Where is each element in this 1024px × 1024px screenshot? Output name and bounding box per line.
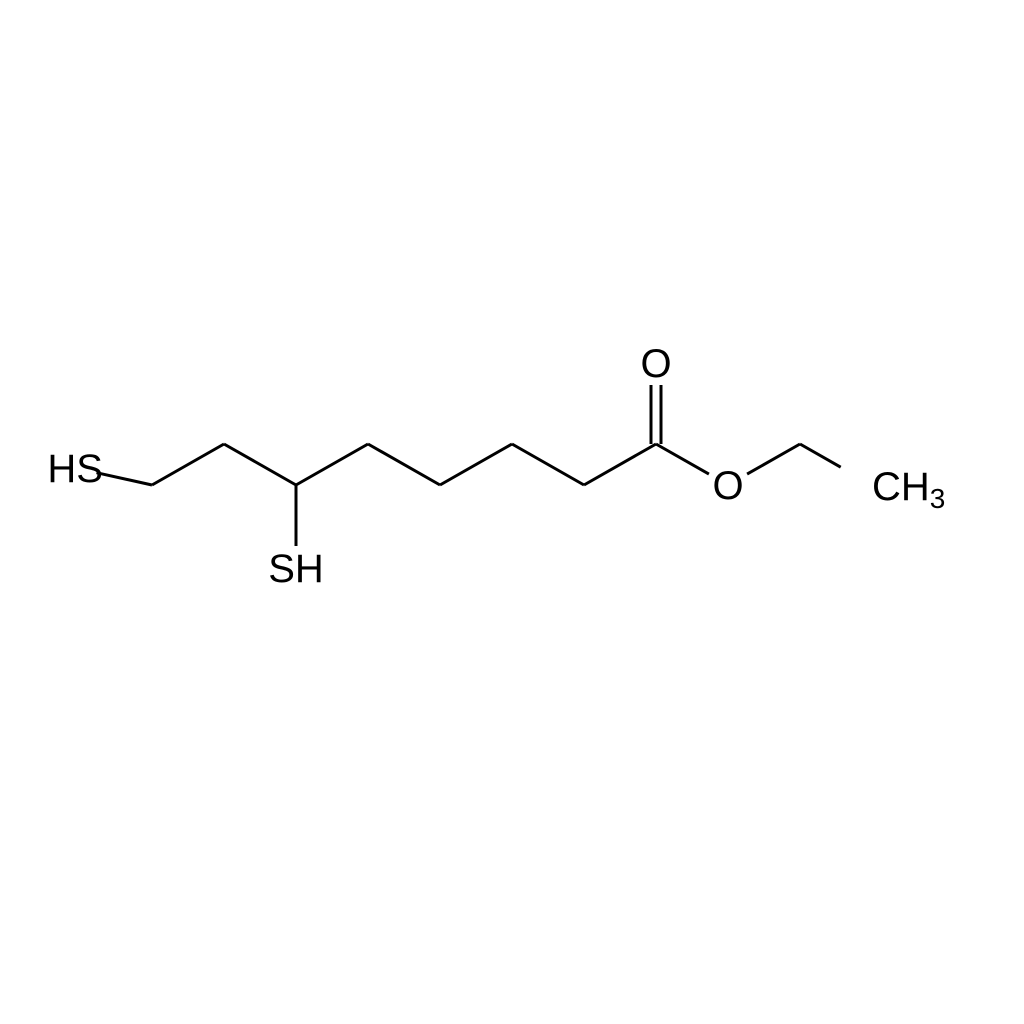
atom-label-SH_branch: SH	[268, 547, 324, 591]
atom-label-O_single: O	[712, 464, 743, 508]
chemical-structure-diagram: HSSHOOCH3	[0, 0, 1024, 1024]
atom-label-HS_terminal: HS	[47, 447, 103, 491]
canvas-background	[0, 0, 1024, 1024]
atom-label-O_dbl: O	[640, 342, 671, 386]
